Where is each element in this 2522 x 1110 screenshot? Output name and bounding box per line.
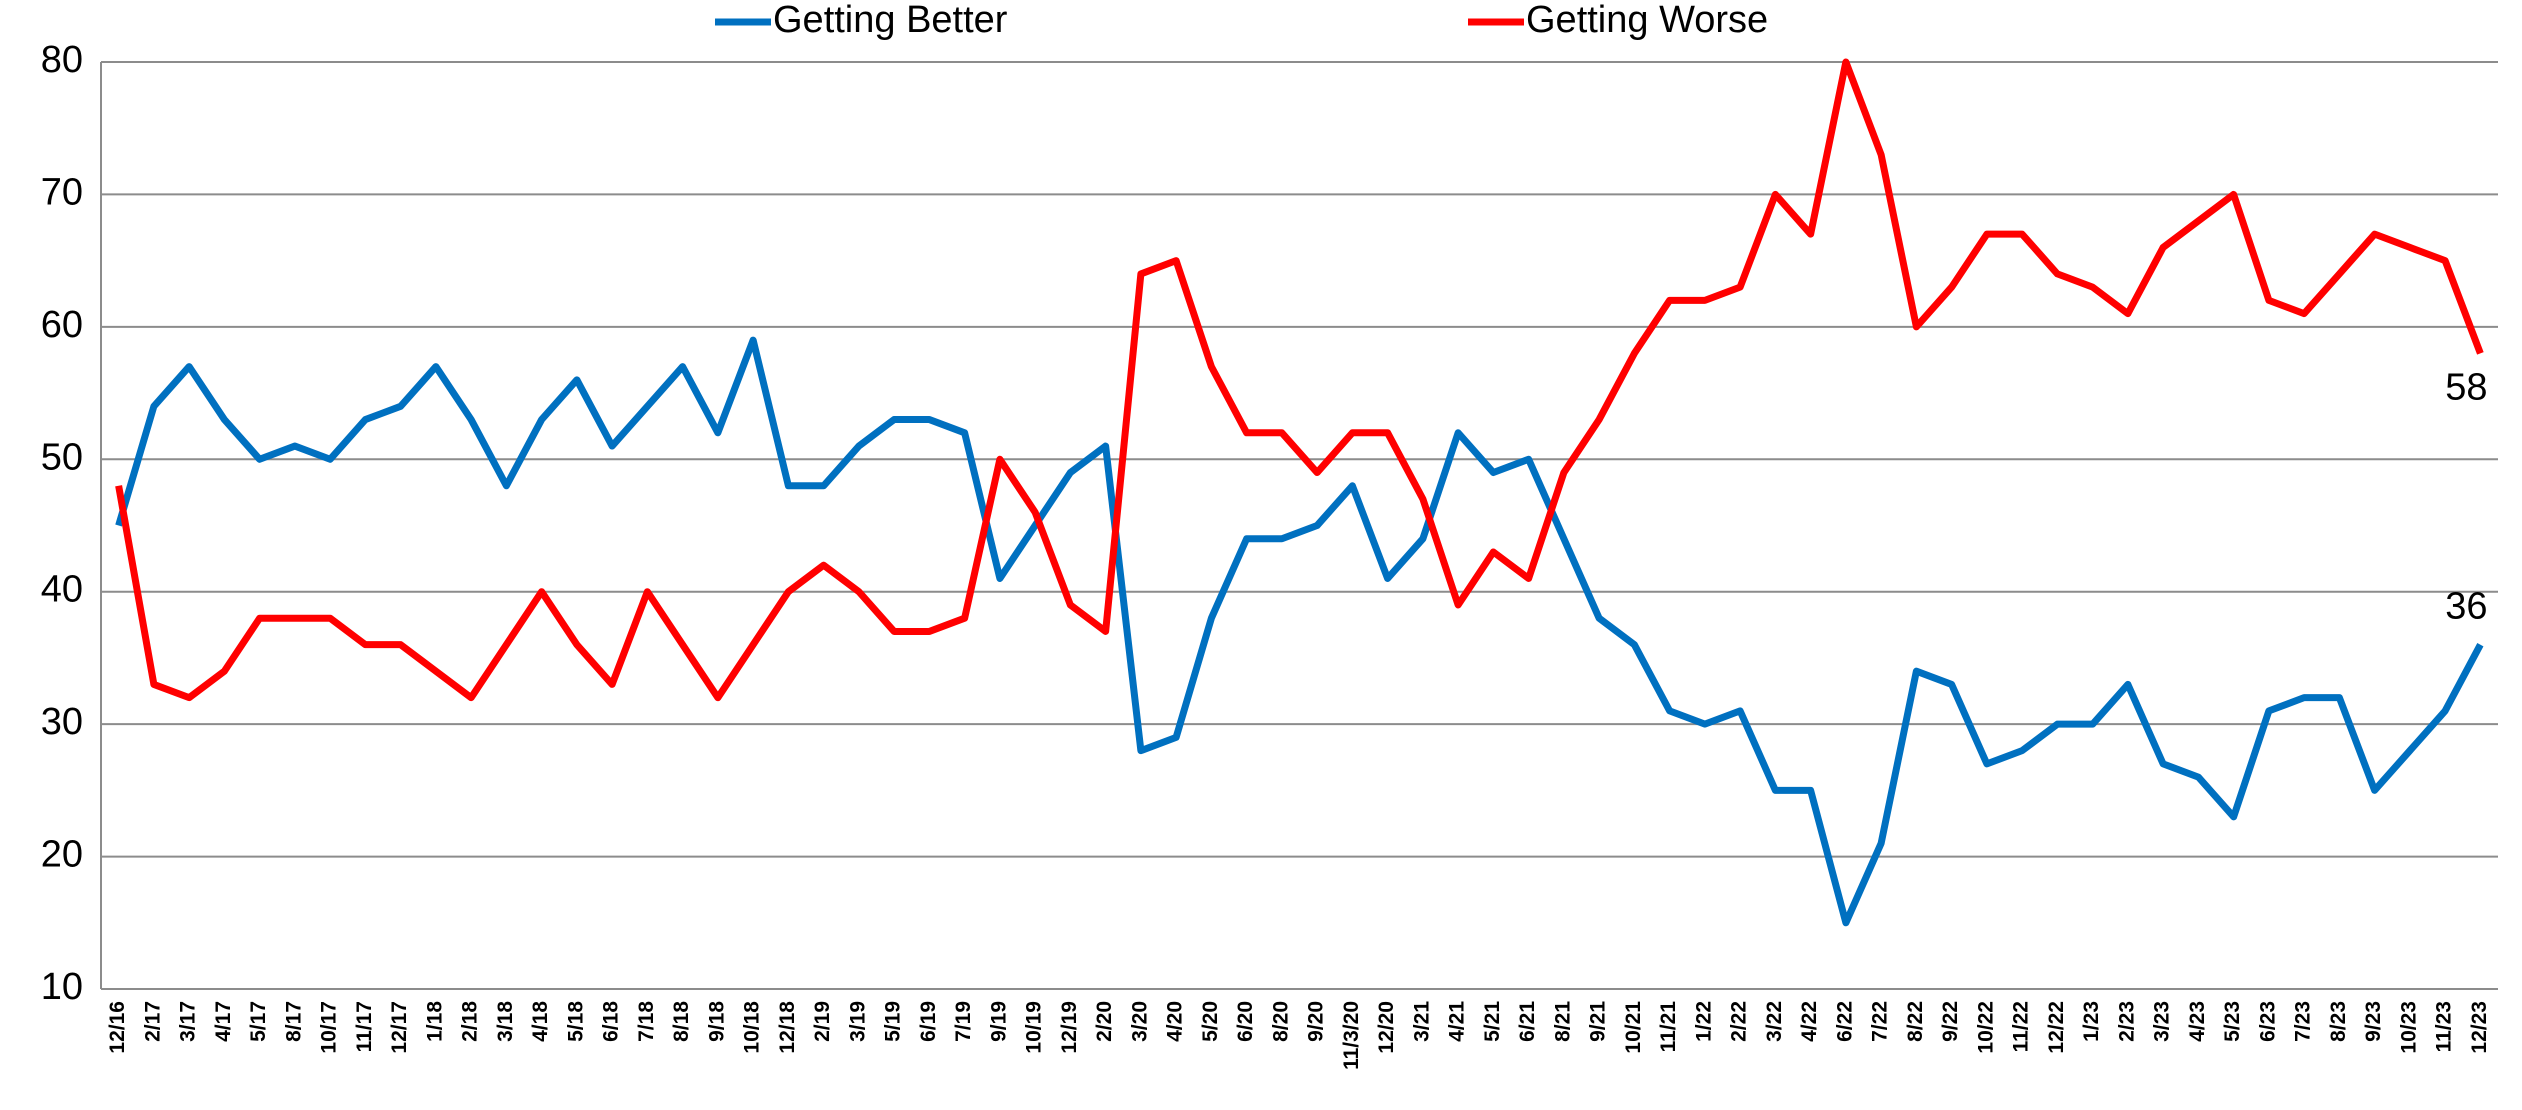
x-tick-label: 8/17 — [282, 1001, 305, 1042]
x-tick-label: 8/22 — [1904, 1001, 1927, 1042]
x-tick-label: 3/19 — [846, 1001, 869, 1042]
x-tick-label: 8/23 — [2327, 1001, 2350, 1042]
x-tick-label: 10/17 — [318, 1001, 341, 1054]
y-tick-label: 80 — [41, 39, 83, 81]
x-tick-label: 5/18 — [564, 1001, 587, 1042]
x-tick-label: 12/23 — [2468, 1001, 2491, 1054]
x-tick-label: 9/21 — [1587, 1001, 1610, 1042]
x-tick-label: 10/21 — [1622, 1001, 1645, 1054]
x-tick-label: 5/23 — [2221, 1001, 2244, 1042]
x-tick-label: 12/19 — [1058, 1001, 1081, 1054]
x-tick-label: 6/21 — [1516, 1001, 1539, 1042]
x-tick-label: 3/21 — [1410, 1001, 1433, 1042]
y-tick-label: 10 — [41, 966, 83, 1008]
x-tick-label: 5/19 — [882, 1001, 905, 1042]
y-tick-label: 30 — [41, 701, 83, 743]
x-tick-label: 11/23 — [2433, 1001, 2456, 1052]
x-tick-label: 2/18 — [459, 1001, 482, 1042]
x-tick-label: 6/19 — [917, 1001, 940, 1042]
x-tick-label: 2/22 — [1728, 1001, 1751, 1042]
x-tick-label: 12/16 — [106, 1001, 129, 1054]
x-tick-label: 1/18 — [423, 1001, 446, 1042]
x-tick-label: 4/17 — [212, 1001, 235, 1042]
x-tick-label: 11/3/20 — [1340, 1001, 1363, 1070]
y-tick-label: 50 — [41, 436, 83, 478]
x-tick-label: 9/19 — [987, 1001, 1010, 1042]
y-tick-label: 60 — [41, 304, 83, 346]
legend-label: Getting Worse — [1526, 0, 1768, 41]
x-tick-label: 9/18 — [705, 1001, 728, 1042]
x-tick-label: 9/23 — [2362, 1001, 2385, 1042]
x-tick-label: 9/20 — [1305, 1001, 1328, 1042]
x-tick-label: 11/22 — [2010, 1001, 2033, 1052]
x-tick-label: 12/20 — [1375, 1001, 1398, 1054]
y-tick-label: 20 — [41, 834, 83, 876]
x-tick-label: 1/23 — [2080, 1001, 2103, 1042]
y-tick-label: 40 — [41, 569, 83, 611]
x-tick-label: 2/19 — [811, 1001, 834, 1042]
x-tick-label: 3/22 — [1763, 1001, 1786, 1042]
x-tick-label: 7/23 — [2292, 1001, 2315, 1042]
x-tick-label: 4/23 — [2186, 1001, 2209, 1042]
x-tick-label: 3/17 — [177, 1001, 200, 1042]
x-tick-label: 8/18 — [670, 1001, 693, 1042]
x-tick-label: 5/20 — [1199, 1001, 1222, 1042]
x-tick-label: 4/21 — [1446, 1001, 1469, 1042]
data-label: 58 — [2445, 366, 2487, 408]
x-tick-label: 3/23 — [2151, 1001, 2174, 1042]
x-tick-label: 12/18 — [776, 1001, 799, 1054]
x-tick-label: 4/20 — [1164, 1001, 1187, 1042]
data-label: 36 — [2445, 586, 2487, 628]
x-tick-label: 6/23 — [2256, 1001, 2279, 1042]
x-tick-label: 12/22 — [2045, 1001, 2068, 1054]
line-series — [115, 58, 2484, 702]
x-tick-label: 10/18 — [741, 1001, 764, 1054]
x-tick-label: 8/21 — [1551, 1001, 1574, 1042]
x-tick-label: 6/20 — [1234, 1001, 1257, 1042]
x-tick-label: 6/18 — [600, 1001, 623, 1042]
x-tick-label: 4/18 — [529, 1001, 552, 1042]
x-tick-label: 2/23 — [2115, 1001, 2138, 1042]
line-series — [115, 336, 2484, 927]
x-tick-label: 10/19 — [1023, 1001, 1046, 1054]
x-tick-label: 4/22 — [1798, 1001, 1821, 1042]
x-tick-label: 3/20 — [1128, 1001, 1151, 1042]
x-tick-label: 12/17 — [388, 1001, 411, 1054]
x-tick-label: 3/18 — [494, 1001, 517, 1042]
x-tick-label: 1/22 — [1692, 1001, 1715, 1042]
x-tick-label: 9/22 — [1939, 1001, 1962, 1042]
x-tick-label: 8/20 — [1269, 1001, 1292, 1042]
x-tick-label: 10/23 — [2397, 1001, 2420, 1054]
x-tick-label: 7/19 — [952, 1001, 975, 1042]
x-tick-label: 7/22 — [1869, 1001, 1892, 1042]
x-tick-label: 5/21 — [1481, 1001, 1504, 1042]
x-tick-label: 11/17 — [353, 1001, 376, 1052]
x-tick-label: 11/21 — [1657, 1001, 1680, 1053]
x-tick-label: 7/18 — [635, 1001, 658, 1042]
x-tick-label: 6/22 — [1833, 1001, 1856, 1042]
y-tick-label: 70 — [41, 171, 83, 213]
x-tick-label: 5/17 — [247, 1001, 270, 1042]
x-tick-label: 10/22 — [1974, 1001, 1997, 1054]
x-tick-label: 2/20 — [1093, 1001, 1116, 1042]
x-tick-label: 2/17 — [141, 1001, 164, 1042]
legend-label: Getting Better — [773, 0, 1008, 41]
